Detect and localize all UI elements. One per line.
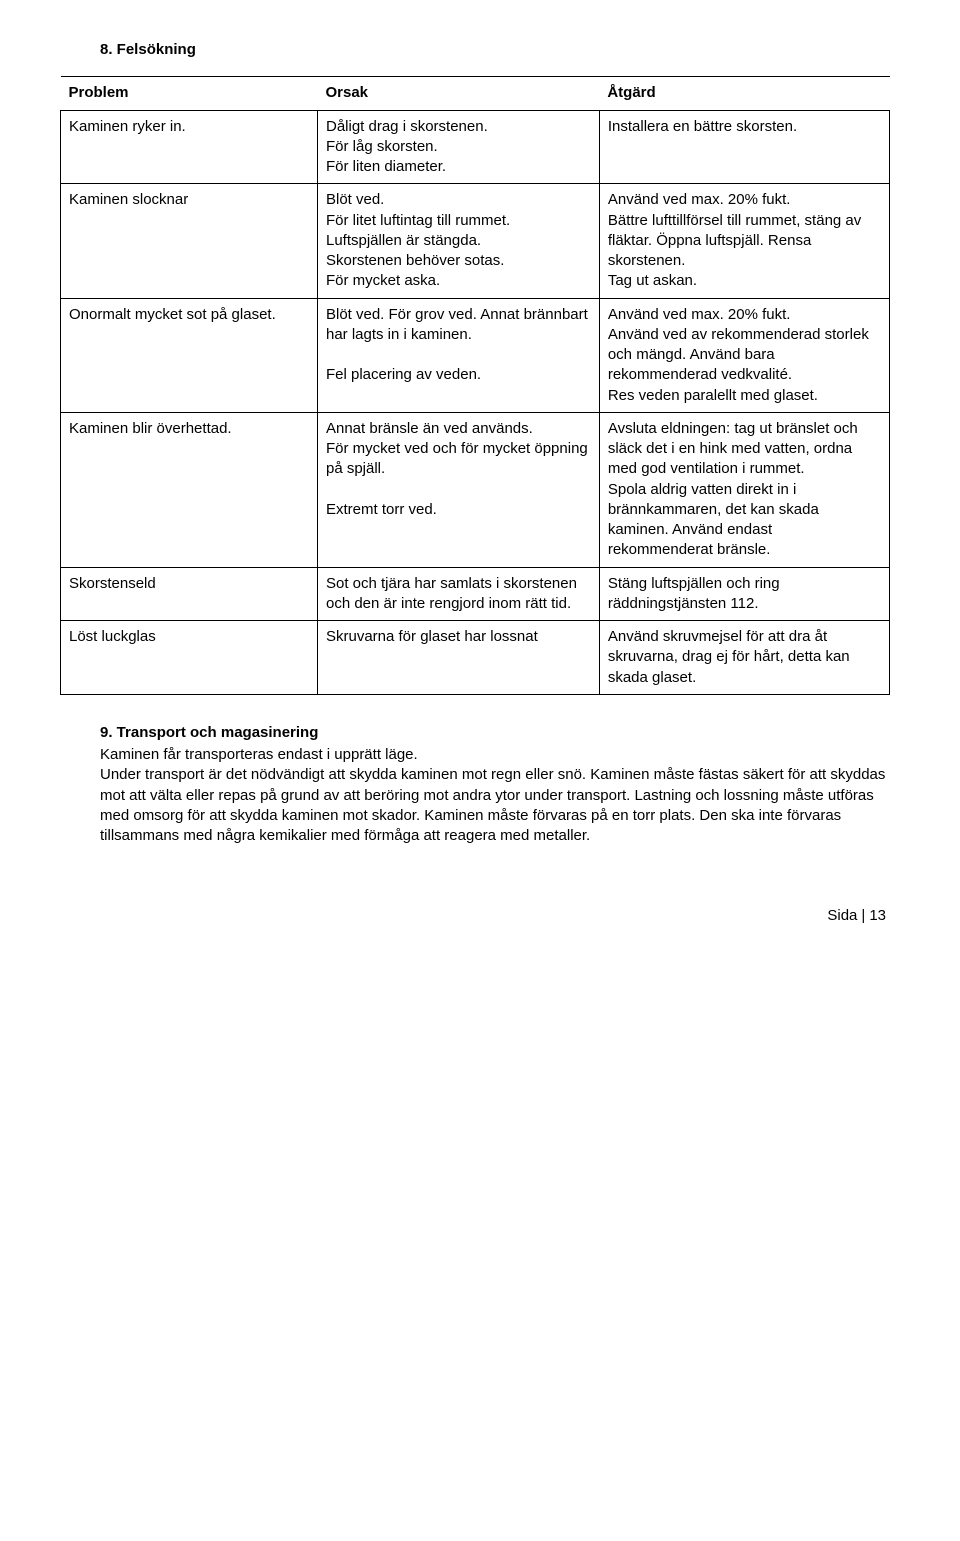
footer-page-number: 13 bbox=[869, 907, 886, 924]
cell-cause: Sot och tjära har samlats i skorstenen o… bbox=[317, 567, 599, 621]
cell-cause: Dåligt drag i skorstenen.För låg skorste… bbox=[317, 110, 599, 184]
section8-title: 8. Felsökning bbox=[100, 40, 890, 60]
cell-cause: Skruvarna för glaset har lossnat bbox=[317, 621, 599, 695]
table-header-row: Problem Orsak Åtgärd bbox=[61, 77, 890, 110]
section9-body: Kaminen får transporteras endast i upprä… bbox=[100, 745, 890, 846]
cell-problem: Kaminen blir överhettad. bbox=[61, 412, 318, 567]
section9-block: 9. Transport och magasinering Kaminen få… bbox=[60, 723, 890, 847]
cell-cause: Blöt ved. För grov ved. Annat brännbart … bbox=[317, 298, 599, 412]
page-footer: Sida|13 bbox=[60, 906, 890, 926]
cell-action: Installera en bättre skorsten. bbox=[599, 110, 889, 184]
cell-action: Använd skruvmejsel för att dra åt skruva… bbox=[599, 621, 889, 695]
section9-title: 9. Transport och magasinering bbox=[100, 724, 318, 741]
table-row: Löst luckglas Skruvarna för glaset har l… bbox=[61, 621, 890, 695]
table-row: Kaminen slocknar Blöt ved.För litet luft… bbox=[61, 184, 890, 298]
footer-label: Sida bbox=[827, 907, 857, 924]
cell-action: Avsluta eldningen: tag ut bränslet och s… bbox=[599, 412, 889, 567]
cell-problem: Onormalt mycket sot på glaset. bbox=[61, 298, 318, 412]
cell-action: Använd ved max. 20% fukt.Använd ved av r… bbox=[599, 298, 889, 412]
table-row: Onormalt mycket sot på glaset. Blöt ved.… bbox=[61, 298, 890, 412]
cell-problem: Skorstenseld bbox=[61, 567, 318, 621]
cell-action: Stäng luftspjällen och ring räddningstjä… bbox=[599, 567, 889, 621]
col-cause: Orsak bbox=[317, 77, 599, 110]
table-row: Kaminen blir överhettad. Annat bränsle ä… bbox=[61, 412, 890, 567]
cell-action: Använd ved max. 20% fukt.Bättre lufttill… bbox=[599, 184, 889, 298]
table-row: Skorstenseld Sot och tjära har samlats i… bbox=[61, 567, 890, 621]
table-row: Kaminen ryker in. Dåligt drag i skorsten… bbox=[61, 110, 890, 184]
col-action: Åtgärd bbox=[599, 77, 889, 110]
cell-cause: Annat bränsle än ved används.För mycket … bbox=[317, 412, 599, 567]
cell-cause: Blöt ved.För litet luftintag till rummet… bbox=[317, 184, 599, 298]
footer-separator: | bbox=[861, 907, 865, 924]
troubleshooting-table: Problem Orsak Åtgärd Kaminen ryker in. D… bbox=[60, 76, 890, 695]
cell-problem: Kaminen ryker in. bbox=[61, 110, 318, 184]
col-problem: Problem bbox=[61, 77, 318, 110]
cell-problem: Kaminen slocknar bbox=[61, 184, 318, 298]
cell-problem: Löst luckglas bbox=[61, 621, 318, 695]
